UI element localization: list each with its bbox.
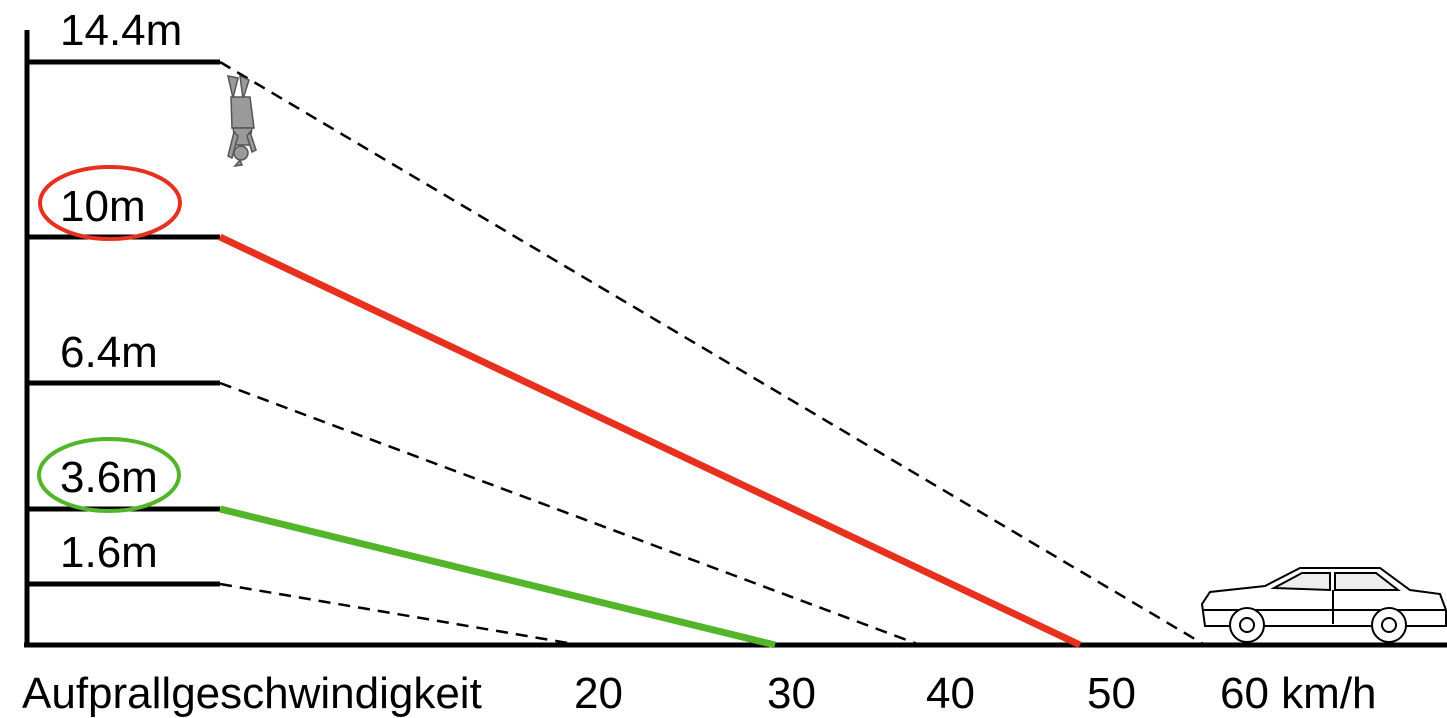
- speed-line-20: [219, 582, 581, 647]
- speed-lines: [218, 60, 1206, 649]
- height-label-14-4m: 14.4m: [60, 6, 182, 55]
- highlight-circle-red: [38, 165, 182, 241]
- height-label-10m: 10m: [60, 182, 146, 231]
- x-tick-20: 20: [574, 669, 623, 718]
- height-shelves: [27, 59, 220, 587]
- height-label-3-6m: 3.6m: [60, 453, 158, 502]
- height-label-1-6m: 1.6m: [60, 528, 158, 577]
- car-icon: [1200, 567, 1447, 643]
- x-tick-60: 60 km/h: [1220, 669, 1377, 718]
- x-tick-40: 40: [926, 669, 975, 718]
- height-label-6-4m: 6.4m: [60, 328, 158, 377]
- speed-line-60: [219, 60, 1206, 647]
- speed-line-50: [218, 233, 1082, 649]
- speed-line-30: [219, 505, 776, 649]
- falling-person-icon: [227, 74, 257, 168]
- x-tick-30: 30: [767, 669, 816, 718]
- x-axis-title: Aufprallgeschwindigkeit: [22, 669, 482, 718]
- highlight-circle-green: [37, 437, 181, 513]
- speed-line-40: [219, 381, 921, 647]
- x-tick-50: 50: [1087, 669, 1136, 718]
